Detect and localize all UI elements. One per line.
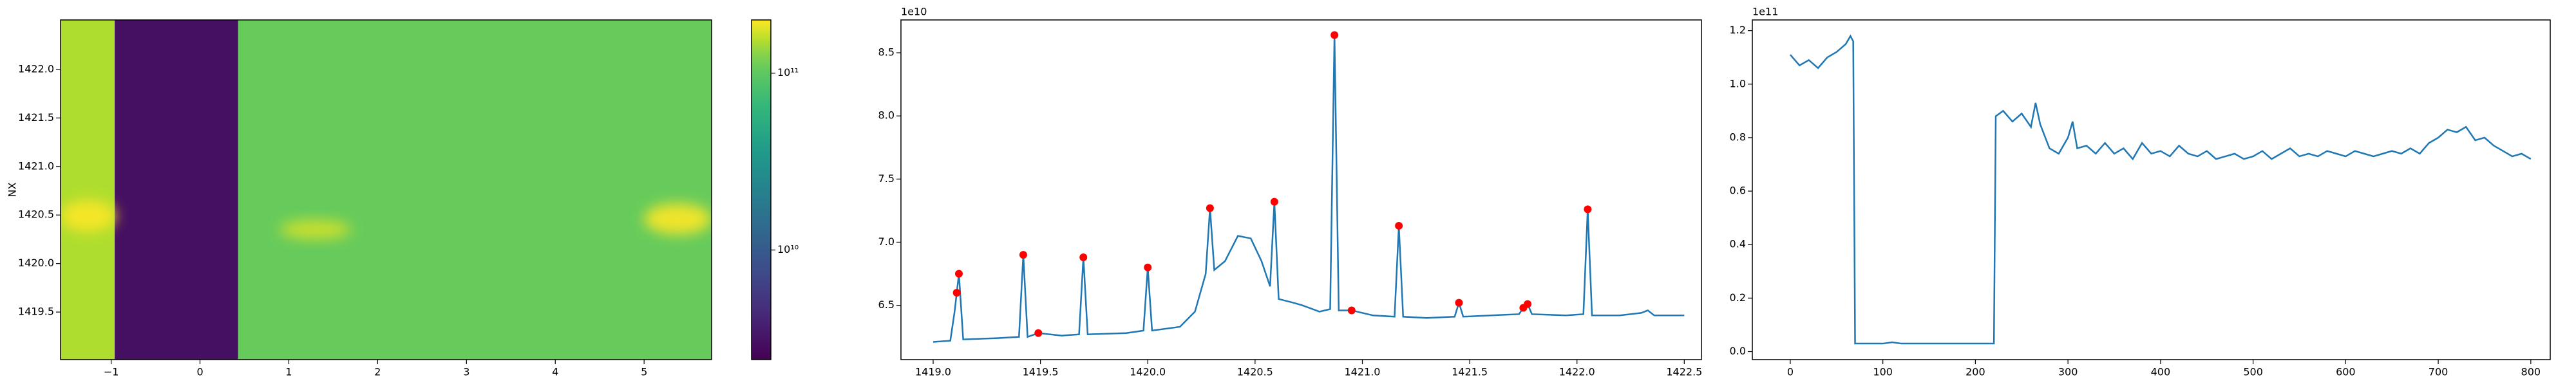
peak-marker <box>1019 251 1027 259</box>
x-tick-label: 0 <box>1787 366 1794 378</box>
peak-marker <box>1347 306 1356 315</box>
x-tick-label: 1421.5 <box>1452 366 1488 378</box>
x-tick-label: 3 <box>463 366 469 378</box>
x-tick-label: 400 <box>2151 366 2171 378</box>
heatmap-band <box>115 20 238 360</box>
x-tick-label: 500 <box>2243 366 2263 378</box>
x-tick-label: 300 <box>2058 366 2078 378</box>
plot-area <box>1789 34 2532 345</box>
y-tick-label: 0.6 <box>1730 185 1746 197</box>
peak-marker <box>1524 300 1532 308</box>
y-tick-label: 1.0 <box>1730 77 1746 89</box>
y-tick-label: 0.0 <box>1730 345 1746 357</box>
peak-marker <box>1395 221 1403 230</box>
peak-marker <box>1331 31 1339 39</box>
x-tick-label: 200 <box>1965 366 1985 378</box>
peak-marker <box>1206 204 1214 212</box>
y-tick-label: 1.2 <box>1730 24 1746 36</box>
peak-marker <box>1455 299 1463 307</box>
x-tick-label: 100 <box>1873 366 1893 378</box>
x-tick-label: 1422.0 <box>1559 366 1595 378</box>
y-tick-label: 7.0 <box>878 235 895 248</box>
colorbar-frame <box>751 19 772 360</box>
peak-marker <box>1144 263 1152 271</box>
y-tick-label: 7.5 <box>878 172 895 185</box>
offset-text: 1e10 <box>901 6 927 18</box>
x-tick-label: 2 <box>374 366 381 378</box>
axes-frame <box>1752 19 2551 360</box>
y-tick-label: 1421.5 <box>18 111 54 124</box>
x-tick-label: −1 <box>104 366 119 378</box>
y-tick-label: 8.5 <box>878 46 895 59</box>
x-tick-label: 1422.5 <box>1666 366 1702 378</box>
heatmap-hotspot <box>279 219 352 239</box>
axes-frame <box>900 19 1702 360</box>
x-tick-label: 1421.0 <box>1344 366 1380 378</box>
plot-area <box>61 20 712 360</box>
y-tick-label: 0.8 <box>1730 131 1746 143</box>
heatmap-band <box>61 20 115 360</box>
axes-frame <box>60 19 712 360</box>
y-tick-label: 0.4 <box>1730 238 1746 250</box>
y-tick-label: 1420.0 <box>18 257 54 269</box>
x-tick-label: 1419.5 <box>1023 366 1059 378</box>
peak-marker <box>1034 329 1043 337</box>
peak-marker <box>952 288 961 297</box>
x-tick-label: 700 <box>2429 366 2448 378</box>
peak-marker <box>1079 253 1088 262</box>
x-tick-label: 1420.5 <box>1237 366 1273 378</box>
data-line <box>933 35 1685 343</box>
x-tick-label: 600 <box>2336 366 2356 378</box>
data-line <box>1789 34 2532 345</box>
peak-marker <box>1584 205 1592 214</box>
x-tick-label: 1420.0 <box>1130 366 1166 378</box>
y-axis-label: NX <box>6 183 19 198</box>
x-tick-label: 5 <box>641 366 647 378</box>
y-tick-label: 8.0 <box>878 109 895 122</box>
x-tick-label: 800 <box>2521 366 2541 378</box>
colorbar <box>752 20 771 360</box>
y-tick-label: 0.2 <box>1730 291 1746 304</box>
y-tick-label: 1419.5 <box>18 306 54 318</box>
heatmap-band <box>238 20 712 360</box>
heatmap-hotspot <box>61 200 116 232</box>
x-tick-label: 1 <box>285 366 292 378</box>
offset-text: 1e11 <box>1752 6 1778 18</box>
x-tick-label: 4 <box>552 366 558 378</box>
y-tick-label: 1420.5 <box>18 208 54 221</box>
heatmap-hotspot <box>644 203 712 235</box>
x-tick-label: 1419.0 <box>915 366 951 378</box>
y-tick-label: 6.5 <box>878 299 895 311</box>
y-tick-label: 1422.0 <box>18 62 54 75</box>
peak-marker <box>1270 198 1278 206</box>
peak-marker <box>954 270 963 278</box>
y-tick-label: 1421.0 <box>18 160 54 172</box>
colorbar-tick-label: 10¹¹ <box>777 66 799 78</box>
plot-area <box>933 31 1685 343</box>
x-tick-label: 0 <box>196 366 203 378</box>
colorbar-tick-label: 10¹⁰ <box>777 243 799 255</box>
